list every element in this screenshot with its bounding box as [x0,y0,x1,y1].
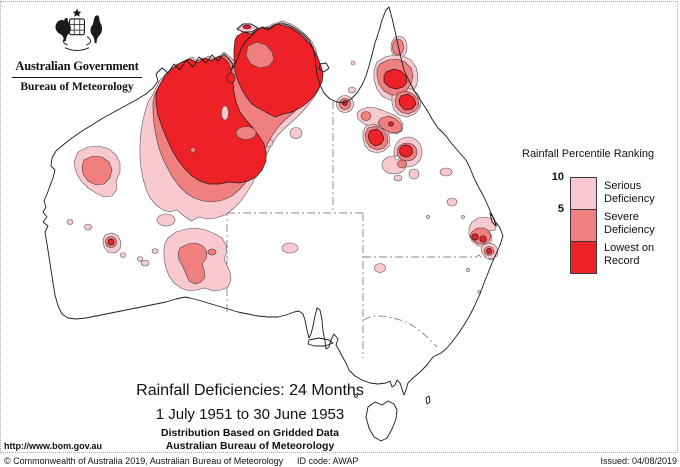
tasmania-coast [365,400,398,442]
legend-tick-10: 10 [551,171,564,183]
serious-patch [374,263,386,273]
king-island [354,394,358,398]
lowest-murchison [107,238,115,246]
government-name: Australian Government [15,59,139,73]
issued-date: Issued: 04/08/2019 [600,456,677,466]
map-frame [0,1,678,453]
legend-labels: Serious Deficiency Severe Deficiency Low… [604,177,678,270]
serious-speck [426,215,430,219]
legend-label-lowest: Lowest on Record [604,242,655,267]
legend-label-severe: Severe Deficiency [604,211,655,236]
map-period: 1 July 1951 to 30 June 1953 [155,406,345,423]
serious-patch [140,259,150,267]
serious-speck [66,219,74,225]
border-nsw-vic [362,315,438,348]
legend-title: Rainfall Percentile Ranking [522,148,655,160]
map-title: Rainfall Deficiencies: 24 Months [136,382,364,399]
lowest-capeyork-4b [388,121,394,127]
serious-patch [281,242,299,254]
serious-speck [120,252,126,258]
branding-divider [12,77,142,78]
lowest-brisbane-dot [471,233,479,241]
severe-capeyork-4a [360,111,372,121]
border-qld-nsw [363,254,495,261]
severe-pilbara [81,155,113,186]
severe-capeyork-7 [397,159,407,169]
agency-branding: Australian Government Bureau of Meteorol… [10,5,144,93]
serious-patch [350,60,356,66]
legend-label-serious: Serious Deficiency [604,180,655,205]
severe-patch [207,248,217,256]
coat-of-arms-icon [55,8,103,51]
legend-color-bar [570,177,597,274]
map-source-line1: Distribution Based on Gridded Data [161,427,339,439]
legend-swatch-lowest [571,242,596,273]
serious-patch [151,248,159,254]
serious-speck [466,268,470,272]
mainland-coast [42,6,504,396]
serious-patch [348,86,356,94]
legend-swatch-serious [571,178,596,210]
fraser-island-coast [489,212,497,227]
legend-tick-5: 5 [557,203,564,215]
legend-body: 10 5 Serious Deficiency Severe Deficienc… [522,171,678,281]
melville-island-coast [236,23,259,33]
serious-patch [439,167,453,177]
lowest-capeyork-2 [383,68,408,90]
id-code: ID code: AWAP [297,456,359,466]
lowest-brisbane-dot [479,235,487,243]
lowest-melville [242,24,252,30]
lowest-speck [226,72,236,84]
serious-speck [84,223,92,231]
kangaroo-island-coast [307,337,334,347]
serious-speck [477,290,481,294]
serious-patch [289,127,303,139]
legend-swatch-severe [571,210,596,242]
flinders-island [425,395,431,405]
serious-speck [137,256,143,262]
footer: © Commonwealth of Australia 2019, Austra… [0,456,680,467]
serious-capeyork-tail [408,168,420,180]
serious-patch [446,197,458,207]
severe-hole [235,126,257,140]
lowest-capeyork-5 [367,128,385,147]
severe-hole [190,147,196,153]
serious-patch [156,213,176,227]
bureau-name: Bureau of Meteorology [20,81,134,93]
lowest-capeyork-6 [399,144,413,158]
legend: Rainfall Percentile Ranking 10 5 Serious… [522,148,678,281]
severe-hole [245,41,275,69]
white-hole [394,155,400,161]
copyright-text: © Commonwealth of Australia 2019, Austra… [4,456,284,466]
serious-speck [461,215,465,219]
deficiency-inner-contours [190,41,400,161]
map-source-line2: Australian Bureau of Meteorology [165,440,335,452]
bom-url: http://www.bom.gov.au [4,441,102,451]
severe-nullarbor [177,242,208,285]
serious-patch [393,174,403,182]
lowest-brisbane-dot [486,248,492,254]
groote-eylandt-coast [318,62,330,73]
lowest-capeyork-3 [398,93,417,111]
tasmania-fill [366,401,397,441]
coastline [42,6,504,442]
map-title-block: Rainfall Deficiencies: 24 Months 1 July … [95,382,405,452]
serious-hole [221,105,229,121]
